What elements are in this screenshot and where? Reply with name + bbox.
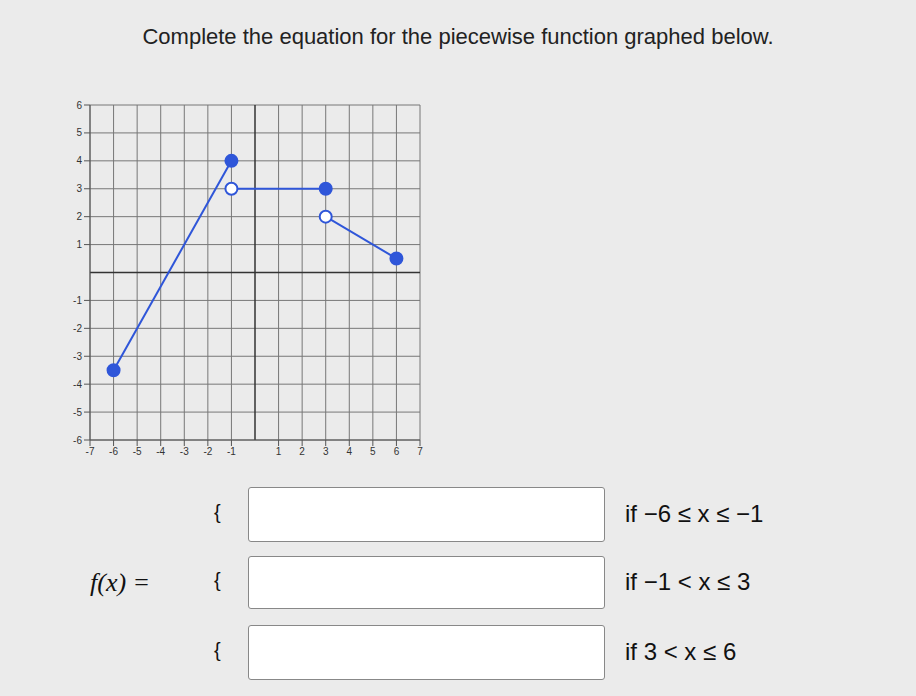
svg-text:-5: -5 xyxy=(133,446,142,457)
svg-text:7: 7 xyxy=(417,446,423,457)
svg-text:6: 6 xyxy=(394,446,400,457)
html-text:Complete the equation for the: Complete the equation for the piecewise … xyxy=(142,24,774,49)
svg-text:6: 6 xyxy=(76,100,82,111)
svg-text:5: 5 xyxy=(76,127,82,138)
svg-text:-4: -4 xyxy=(156,446,165,457)
svg-text:1: 1 xyxy=(76,239,82,250)
svg-text:-5: -5 xyxy=(73,407,82,418)
svg-text:2: 2 xyxy=(299,446,305,457)
svg-text:-3: -3 xyxy=(180,446,189,457)
svg-text:-6: -6 xyxy=(73,435,82,446)
html-text:if −6 ≤ x ≤ −1: if −6 ≤ x ≤ −1 xyxy=(625,499,764,527)
svg-text:3: 3 xyxy=(323,446,329,457)
svg-text:-2: -2 xyxy=(203,446,212,457)
svg-text:5: 5 xyxy=(370,446,376,457)
svg-text:-4: -4 xyxy=(73,379,82,390)
svg-text:-1: -1 xyxy=(73,295,82,306)
svg-text:-2: -2 xyxy=(73,323,82,334)
svg-text:-1: -1 xyxy=(227,446,236,457)
svg-text:3: 3 xyxy=(76,183,82,194)
svg-text:-6: -6 xyxy=(109,446,118,457)
svg-text:2: 2 xyxy=(76,211,82,222)
svg-text:4: 4 xyxy=(347,446,353,457)
svg-text:-7: -7 xyxy=(86,446,95,457)
html-text:if −1 < x ≤ 3: if −1 < x ≤ 3 xyxy=(625,567,751,595)
html-text:if 3 < x ≤ 6: if 3 < x ≤ 6 xyxy=(625,637,737,665)
svg-text:4: 4 xyxy=(76,155,82,166)
svg-text:1: 1 xyxy=(276,446,282,457)
svg-text:-3: -3 xyxy=(73,351,82,362)
html-text:f(x) =: f(x) = xyxy=(90,568,151,597)
